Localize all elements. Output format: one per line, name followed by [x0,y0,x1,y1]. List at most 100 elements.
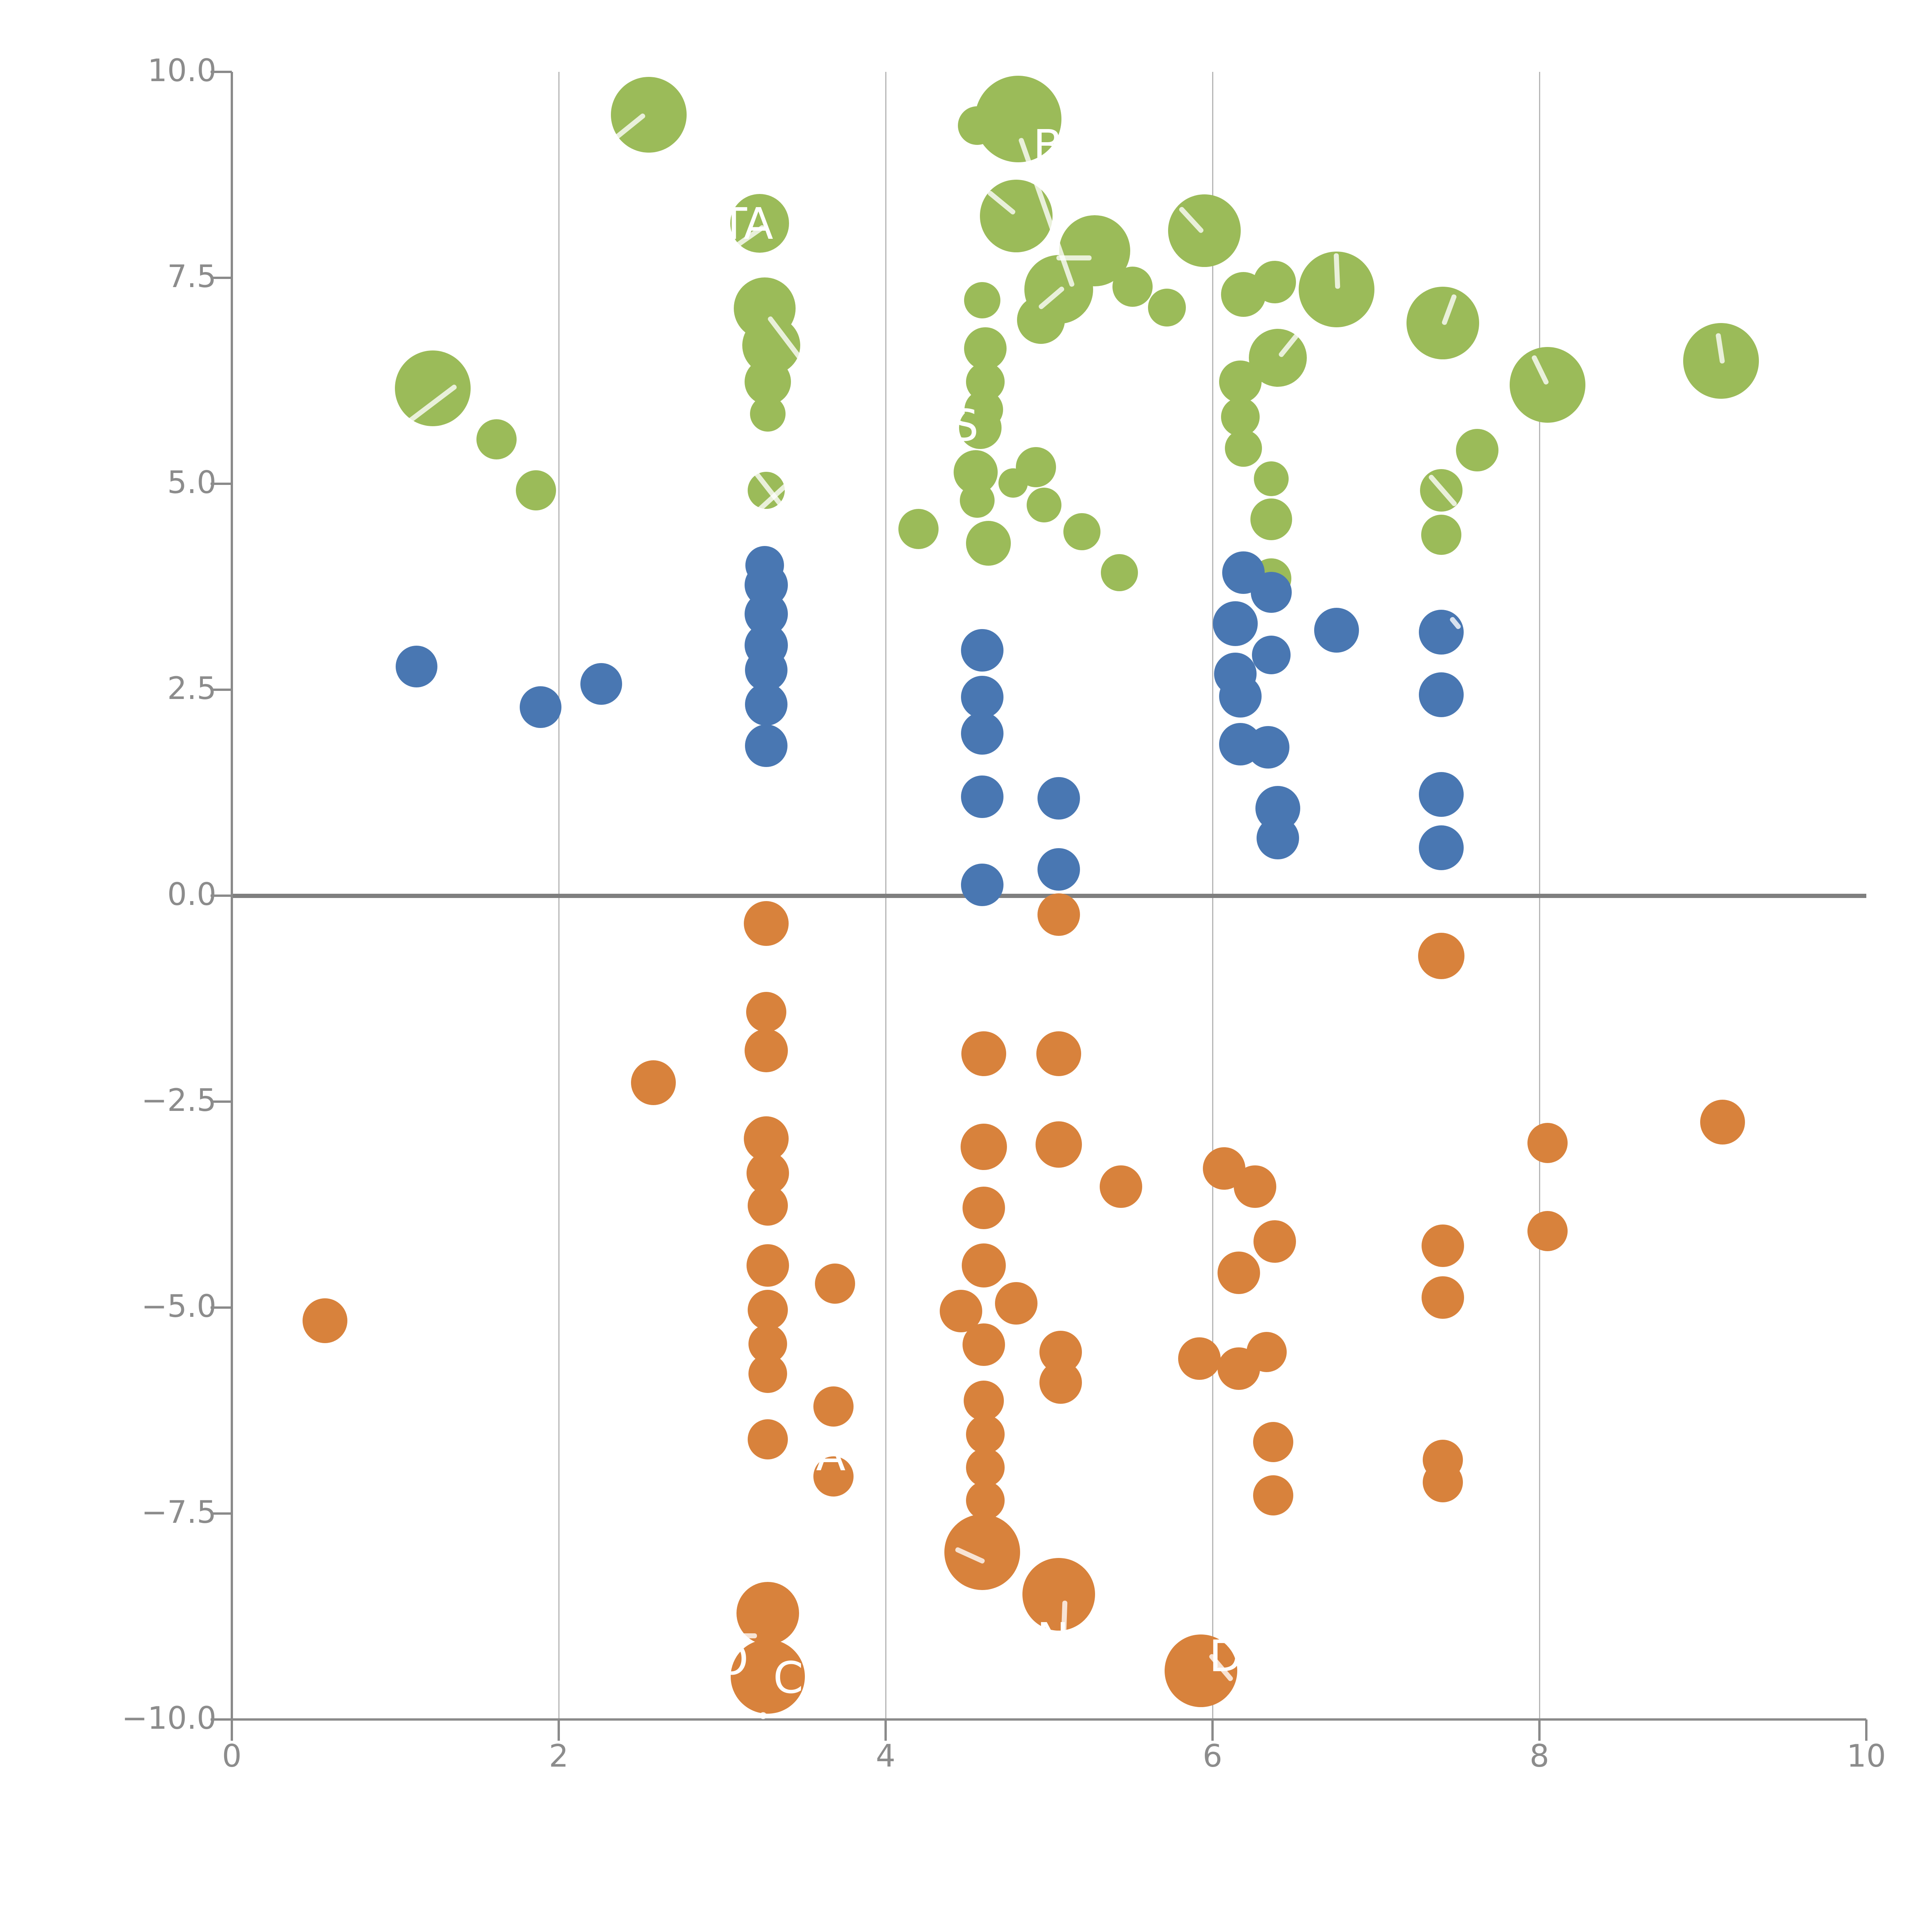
group-orange-point[interactable] [1422,1225,1464,1267]
group-orange-point[interactable] [1700,1100,1745,1145]
group-blue-point[interactable] [520,686,562,728]
group-orange-point[interactable] [1418,932,1465,979]
group-blue-point[interactable] [961,712,1003,755]
group-orange-point[interactable] [1039,1361,1082,1404]
group-orange-point[interactable] [813,1456,854,1497]
group-orange-point[interactable] [962,1323,1005,1366]
annotation-label: A [816,1430,846,1481]
group-orange-point[interactable] [1253,1220,1296,1263]
group-orange-point[interactable] [1422,1276,1464,1319]
group-orange-point[interactable] [815,1264,855,1304]
group-green-point[interactable] [1253,260,1296,303]
group-green-point[interactable] [1250,498,1293,540]
group-blue-point[interactable] [961,864,1003,906]
group-blue-point[interactable] [1213,601,1258,646]
group-orange-point[interactable] [961,1031,1006,1077]
group-green-point[interactable] [611,77,687,153]
group-blue-point[interactable] [1247,726,1289,769]
group-orange-point[interactable] [966,1448,1005,1487]
group-blue-point[interactable] [745,683,788,726]
group-green-point[interactable] [1456,429,1499,471]
group-orange-point[interactable] [1178,1337,1221,1380]
group-orange-point[interactable] [960,1124,1007,1170]
group-orange-point[interactable] [631,1060,676,1105]
group-orange-point[interactable] [748,1354,787,1393]
group-blue-point[interactable] [1314,608,1359,653]
group-green-point[interactable] [1510,347,1586,423]
group-blue-point[interactable] [1219,675,1262,718]
group-blue-point[interactable] [1037,848,1080,891]
group-green-point[interactable] [998,468,1028,498]
group-green-point[interactable] [1225,430,1262,467]
group-green-point[interactable] [395,350,471,426]
group-orange-point[interactable] [1036,1031,1082,1077]
group-green-point[interactable] [515,470,556,511]
group-blue-point[interactable] [1257,816,1299,859]
group-green-point[interactable] [1112,267,1153,307]
group-green-point[interactable] [1063,513,1100,550]
y-tick-label--7.5: −7.5 [141,1494,216,1530]
group-orange-point[interactable] [748,1419,788,1460]
group-blue-point[interactable] [961,629,1003,672]
group-orange-point[interactable] [1100,1165,1143,1208]
group-green-point[interactable] [898,509,939,549]
group-orange-point[interactable] [962,1187,1005,1230]
group-orange-point[interactable] [1037,893,1080,936]
group-orange-point[interactable] [963,1380,1004,1421]
group-green-point[interactable] [1421,515,1462,555]
group-orange-point[interactable] [1246,1332,1287,1372]
group-blue-point[interactable] [1419,609,1464,655]
x-tick-label-10: 10 [1847,1738,1886,1774]
group-orange-point[interactable] [745,1029,788,1072]
group-orange-point[interactable] [1253,1422,1293,1462]
group-orange-point[interactable] [731,1639,805,1714]
group-orange-point[interactable] [1036,1121,1082,1168]
group-green-point[interactable] [476,419,517,459]
group-blue-point[interactable] [580,663,622,705]
group-green-point[interactable] [959,406,1002,449]
group-green-point[interactable] [1027,488,1062,523]
group-green-point[interactable] [1148,288,1186,327]
group-blue-point[interactable] [745,724,788,767]
group-green-point[interactable] [959,483,995,518]
group-orange-point[interactable] [1527,1211,1568,1251]
group-orange-point[interactable] [748,1185,788,1226]
x-tick-label-8: 8 [1529,1738,1549,1774]
group-blue-point[interactable] [1419,825,1464,871]
group-orange-point[interactable] [966,1415,1005,1454]
group-orange-point[interactable] [747,1244,789,1287]
group-orange-point[interactable] [995,1282,1038,1325]
group-green-point[interactable] [1100,554,1138,592]
group-blue-point[interactable] [395,646,437,688]
group-orange-point[interactable] [748,1290,788,1330]
group-orange-point[interactable] [746,992,787,1032]
group-orange-point[interactable] [813,1386,854,1427]
group-orange-point[interactable] [1423,1462,1463,1502]
group-orange-point[interactable] [966,1481,1005,1520]
group-green-point[interactable] [966,520,1011,566]
group-orange-point[interactable] [944,1514,1020,1590]
group-blue-point[interactable] [961,676,1003,719]
group-orange-point[interactable] [1527,1122,1568,1163]
group-green-point[interactable] [750,396,786,432]
group-green-point[interactable] [1219,360,1262,403]
group-orange-point[interactable] [1022,1558,1095,1631]
group-orange-point[interactable] [961,1243,1006,1288]
group-orange-point[interactable] [1217,1252,1260,1294]
group-blue-point[interactable] [1251,572,1292,613]
group-blue-point[interactable] [961,776,1003,818]
group-blue-point[interactable] [1419,672,1464,717]
group-blue-point[interactable] [1252,636,1291,675]
group-green-point[interactable] [964,282,1000,318]
group-green-point[interactable] [975,75,1061,162]
annotation-label: B [1033,121,1063,171]
group-green-point[interactable] [1168,194,1241,267]
group-orange-point[interactable] [303,1298,348,1344]
group-orange-point[interactable] [1233,1165,1276,1208]
group-orange-point[interactable] [744,901,789,946]
group-green-point[interactable] [1254,461,1289,497]
group-blue-point[interactable] [1419,772,1464,817]
group-blue-point[interactable] [1037,777,1080,820]
group-orange-point[interactable] [1253,1475,1293,1516]
